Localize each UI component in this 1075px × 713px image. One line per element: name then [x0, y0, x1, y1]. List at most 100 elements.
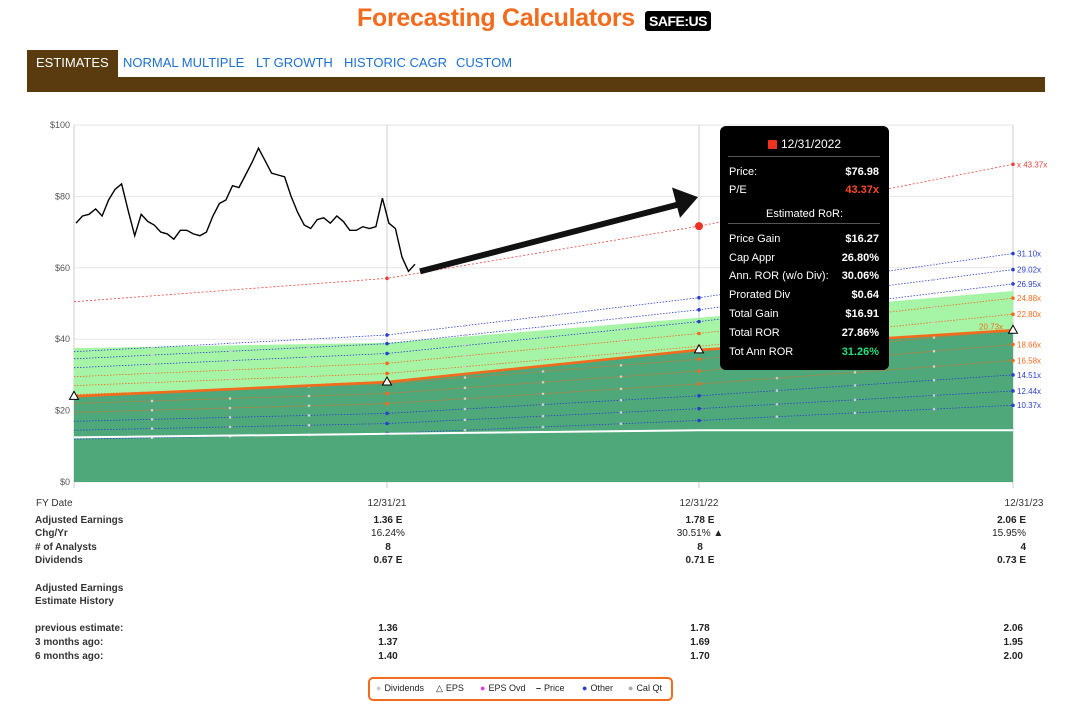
- cal-qt-point: [307, 337, 311, 341]
- cal-qt-point: [150, 346, 154, 349]
- tooltip-row: Total Gain $16.91: [729, 308, 879, 320]
- history-cell: 1.36: [378, 623, 398, 634]
- warning-icon[interactable]: ▲: [713, 528, 724, 539]
- cal-qt-point: [619, 305, 623, 309]
- eps-triangle-icon: [693, 343, 705, 354]
- pe-band-point: [385, 333, 389, 337]
- cal-qt-point: [307, 423, 311, 427]
- history-cell: 2.00: [1003, 651, 1023, 662]
- cal-qt-point: [619, 422, 623, 426]
- cal-qt-point: [541, 414, 545, 418]
- cal-qt-point: [853, 384, 857, 387]
- pe-band-point: [697, 382, 701, 386]
- cal-qt-point: [228, 368, 232, 372]
- cal-qt-point: [463, 354, 467, 358]
- pe-band-label: 29.02x: [1017, 266, 1041, 275]
- pe-band-point: [385, 276, 389, 281]
- tab-custom[interactable]: CUSTOM: [456, 55, 513, 70]
- pe-band-line: [73, 163, 1014, 303]
- eps-triangle-icon: [1007, 324, 1019, 334]
- cal-qt-point: [853, 411, 857, 415]
- page-title: Forecasting Calculators: [357, 4, 635, 32]
- cal-qt-point: [541, 358, 545, 362]
- cal-qt-point: [853, 398, 857, 402]
- y-tick-label: $60: [55, 263, 70, 273]
- cal-qt-point: [228, 349, 232, 353]
- cal-qt-point: [307, 404, 311, 408]
- cal-qt-point: [228, 342, 232, 345]
- cal-qt-point: [541, 392, 545, 396]
- chg-cell: 16.24%: [371, 528, 405, 539]
- dividends-cell: 0.73 E: [997, 555, 1026, 566]
- cal-qt-point: [463, 324, 467, 327]
- legend-item-other[interactable]: ● Other: [582, 683, 613, 693]
- tab-lt-growth[interactable]: LT GROWTH: [256, 55, 333, 70]
- cal-qt-point: [541, 315, 545, 318]
- pe-band-label: 31.10x: [1017, 250, 1041, 259]
- y-tick-label: $80: [55, 191, 70, 201]
- cal-qt-point: [541, 336, 545, 339]
- pe-band-point: [1011, 296, 1015, 300]
- x-axis-title: FY Date: [36, 498, 73, 509]
- eps-triangle-icon: [68, 390, 80, 400]
- legend-item-dividends[interactable]: ● Dividends: [376, 683, 424, 693]
- cal-qt-point: [463, 397, 467, 400]
- cal-qt-point: [619, 316, 623, 320]
- earnings-cell: 2.06 E: [997, 515, 1026, 526]
- tooltip-heading: Estimated RoR:: [765, 208, 844, 220]
- pe-band-point: [385, 401, 389, 406]
- tooltip-date: 12/31/2022: [720, 137, 889, 151]
- pe-band-point: [697, 406, 701, 411]
- dividends-cell: 0.67 E: [373, 555, 403, 566]
- tab-historic-cagr[interactable]: HISTORIC CAGR: [344, 55, 448, 70]
- x-tick-label: 12/31/23: [1005, 498, 1044, 509]
- cal-qt-point: [463, 428, 467, 432]
- history-cell: 1.37: [378, 637, 398, 648]
- chart-legend: ● Dividends △ EPS ● EPS Ovd – Price ● Other ●…: [368, 677, 673, 701]
- history-label: 6 months ago:: [35, 651, 104, 662]
- history-label: previous estimate:: [35, 623, 124, 634]
- pe-band-label: 22.80x: [1017, 310, 1041, 319]
- cal-qt-point: [619, 411, 623, 414]
- history-cell: 1.95: [1003, 637, 1023, 648]
- cal-qt-point: [307, 365, 311, 368]
- pe-band-point: [1011, 267, 1015, 272]
- pe-band-point: [697, 357, 701, 361]
- analysts-cell: 8: [697, 542, 703, 553]
- cal-qt-point: [932, 263, 936, 266]
- pe-band-point: [1011, 162, 1015, 167]
- cal-qt-point: [307, 355, 311, 359]
- cal-qt-point: [932, 305, 936, 309]
- cal-qt-point: [150, 427, 154, 430]
- dividend-line: [73, 429, 1013, 439]
- history-cell: 1.40: [378, 651, 398, 662]
- tooltip-divider: [728, 156, 880, 157]
- legend-item-eps[interactable]: △ EPS: [436, 683, 464, 693]
- tooltip-marker-icon: [767, 140, 777, 149]
- pe-band-point: [385, 421, 389, 426]
- cal-qt-point: [775, 415, 779, 419]
- tab-estimates[interactable]: ESTIMATES: [27, 50, 118, 78]
- cal-qt-point: [463, 333, 467, 337]
- cal-qt-point: [307, 375, 311, 378]
- history-cell: 2.06: [1003, 623, 1023, 634]
- row-label-chg: Chg/Yr: [35, 528, 68, 539]
- cal-qt-point: [150, 372, 154, 375]
- cal-qt-point: [932, 336, 936, 339]
- tooltip-row: Prorated Div $0.64: [729, 289, 879, 301]
- tooltip-row: Total ROR 27.86%: [729, 327, 879, 339]
- tab-normal-multiple[interactable]: NORMAL MULTIPLE: [123, 55, 245, 70]
- cal-qt-point: [150, 353, 154, 357]
- pe-band-point: [697, 369, 701, 373]
- pe-band-point: [697, 393, 701, 398]
- legend-item-eps-ovd[interactable]: ● EPS Ovd: [480, 683, 526, 693]
- pe-band-point: [385, 341, 389, 346]
- y-tick-label: $0: [60, 477, 70, 487]
- cal-qt-point: [541, 403, 545, 406]
- cal-qt-point: [775, 376, 779, 380]
- legend-item-cal-qt[interactable]: ● Cal Qt: [628, 683, 662, 693]
- pe-band-point: [697, 307, 701, 312]
- cal-qt-point: [541, 370, 545, 373]
- cal-qt-point: [541, 325, 545, 329]
- legend-item-price[interactable]: – Price: [536, 683, 565, 693]
